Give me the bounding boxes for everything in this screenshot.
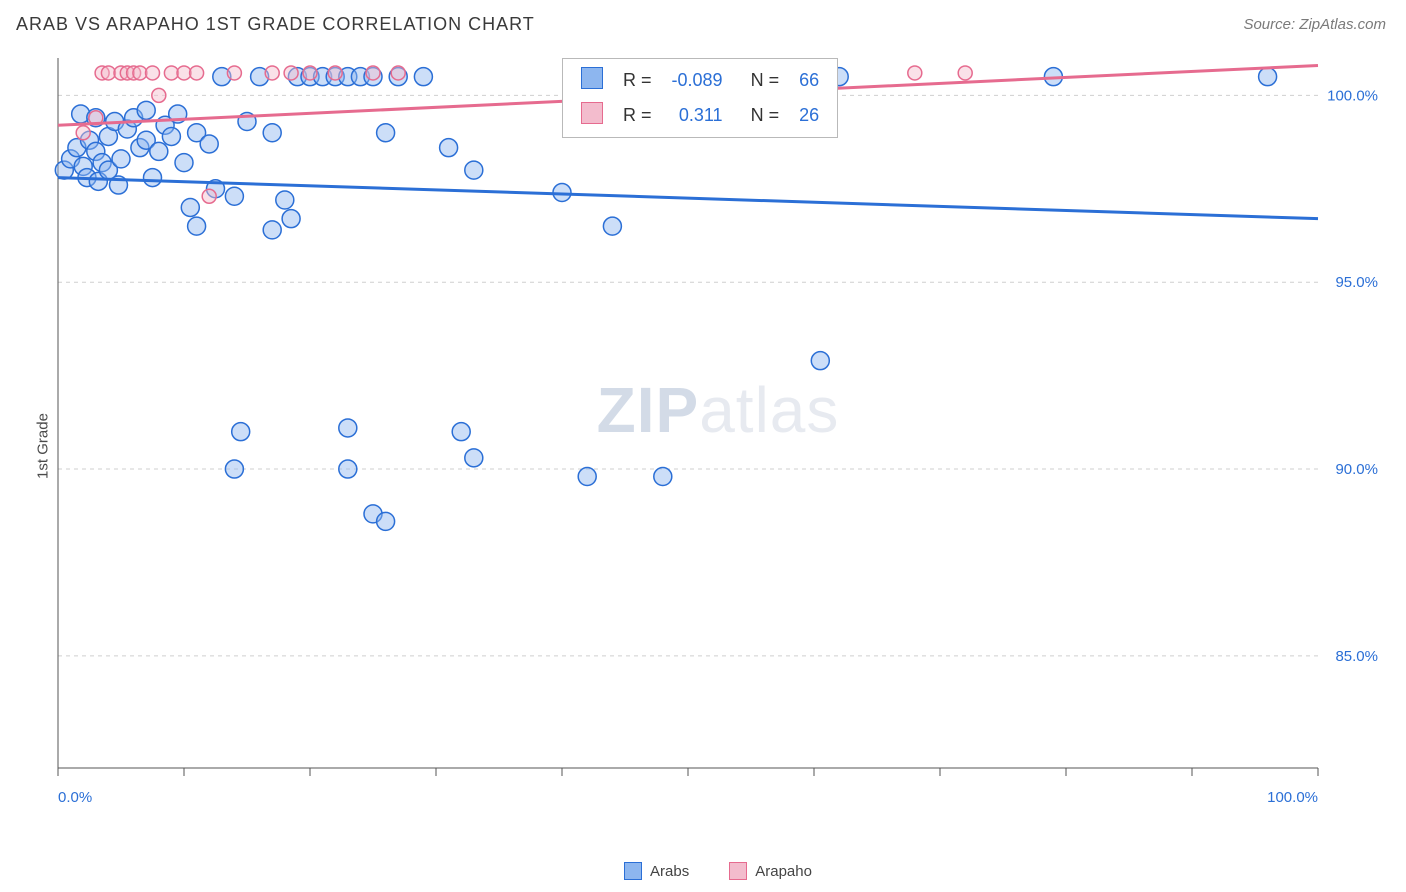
svg-text:95.0%: 95.0% <box>1335 274 1378 291</box>
chart-source: Source: ZipAtlas.com <box>1243 16 1386 33</box>
bottom-legend: Arabs Arapaho <box>48 862 1388 880</box>
chart-area: 0.0%100.0%85.0%90.0%95.0%100.0% ZIPatlas… <box>48 48 1388 818</box>
scatter-plot: 0.0% 100.0% 85.0% 90.0% 95.0% 100.0% <box>48 48 1388 818</box>
legend-item: Arapaho <box>729 862 812 880</box>
legend-item: Arabs <box>624 862 689 880</box>
svg-text:85.0%: 85.0% <box>1335 648 1378 665</box>
svg-text:90.0%: 90.0% <box>1335 461 1378 478</box>
svg-text:0.0%: 0.0% <box>58 789 92 806</box>
svg-text:100.0%: 100.0% <box>1267 789 1318 806</box>
stats-legend-box: R =-0.089N =66R =0.311N =26 <box>562 58 838 138</box>
svg-text:100.0%: 100.0% <box>1327 87 1378 104</box>
chart-title: ARAB VS ARAPAHO 1ST GRADE CORRELATION CH… <box>16 14 535 35</box>
